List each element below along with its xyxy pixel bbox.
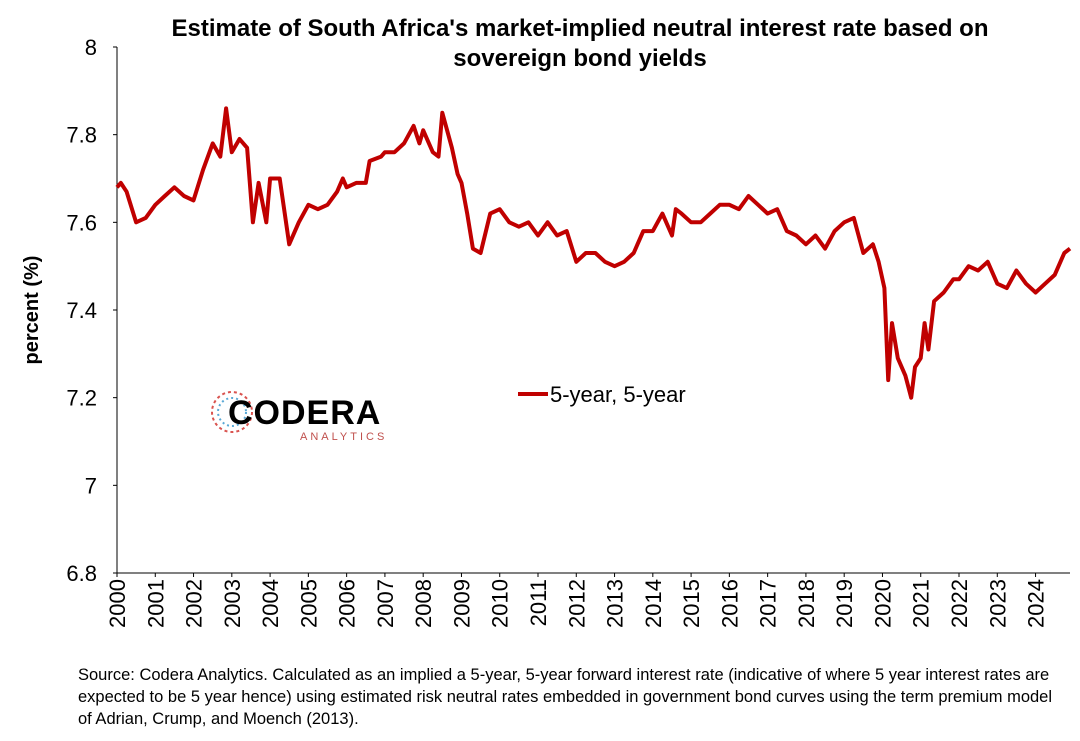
logo-icon: [211, 391, 253, 433]
x-tick-label: 2002: [182, 579, 207, 628]
y-tick-label: 7: [85, 473, 97, 498]
x-tick-label: 2008: [411, 579, 436, 628]
logo: CODERA ANALYTICS: [211, 391, 387, 443]
x-tick-label: 2001: [143, 579, 168, 628]
x-tick-label: 2003: [220, 579, 245, 628]
logo-subtext: ANALYTICS: [300, 431, 387, 443]
chart: percent (%) CODERA ANALYTICS 6.8 7 7.2 7.4 7…: [21, 35, 1072, 628]
y-tick-label: 7.8: [66, 123, 97, 148]
data-line: [115, 106, 1072, 400]
x-tick-label: 2024: [1024, 579, 1049, 628]
y-tick-label: 6.8: [66, 561, 97, 586]
x-tick-label: 2023: [985, 579, 1010, 628]
y-tick-label: 7.6: [66, 210, 97, 235]
logo-icon: [217, 397, 247, 427]
x-tick-label: 2013: [603, 579, 628, 628]
x-tick-label: 2019: [832, 579, 857, 628]
x-tick-label: 2005: [296, 579, 321, 628]
chart-title: Estimate of South Africa's market-implie…: [171, 15, 989, 72]
x-tick-label: 2014: [641, 579, 666, 628]
y-axis-label: percent (%): [21, 256, 43, 365]
y-tick-label: 7.2: [66, 386, 97, 411]
logo-text: CODERA: [228, 394, 381, 432]
x-tick-label: 2006: [335, 579, 360, 628]
x-tick-label: 2022: [947, 579, 972, 628]
x-tick-label: 2015: [679, 579, 704, 628]
x-tick-label: 2000: [105, 579, 130, 628]
y-tick-label: 8: [85, 35, 97, 60]
x-tick-label: 2004: [258, 579, 283, 628]
legend-label: 5-year, 5-year: [550, 382, 686, 407]
x-tick-label: 2016: [717, 579, 742, 628]
x-tick-label: 2021: [909, 579, 934, 628]
x-tick-label: 2017: [756, 579, 781, 628]
x-tick-label: 2011: [526, 579, 551, 626]
source-note: Source: Codera Analytics. Calculated as …: [78, 666, 1053, 728]
x-tick-label: 2007: [373, 579, 398, 628]
x-tick-label: 2018: [794, 579, 819, 628]
x-tick-label: 2009: [449, 579, 474, 628]
y-tick-label: 7.4: [66, 298, 97, 323]
x-tick-label: 2012: [564, 579, 589, 628]
x-tick-label: 2020: [870, 579, 895, 628]
x-tick-label: 2010: [488, 579, 513, 628]
